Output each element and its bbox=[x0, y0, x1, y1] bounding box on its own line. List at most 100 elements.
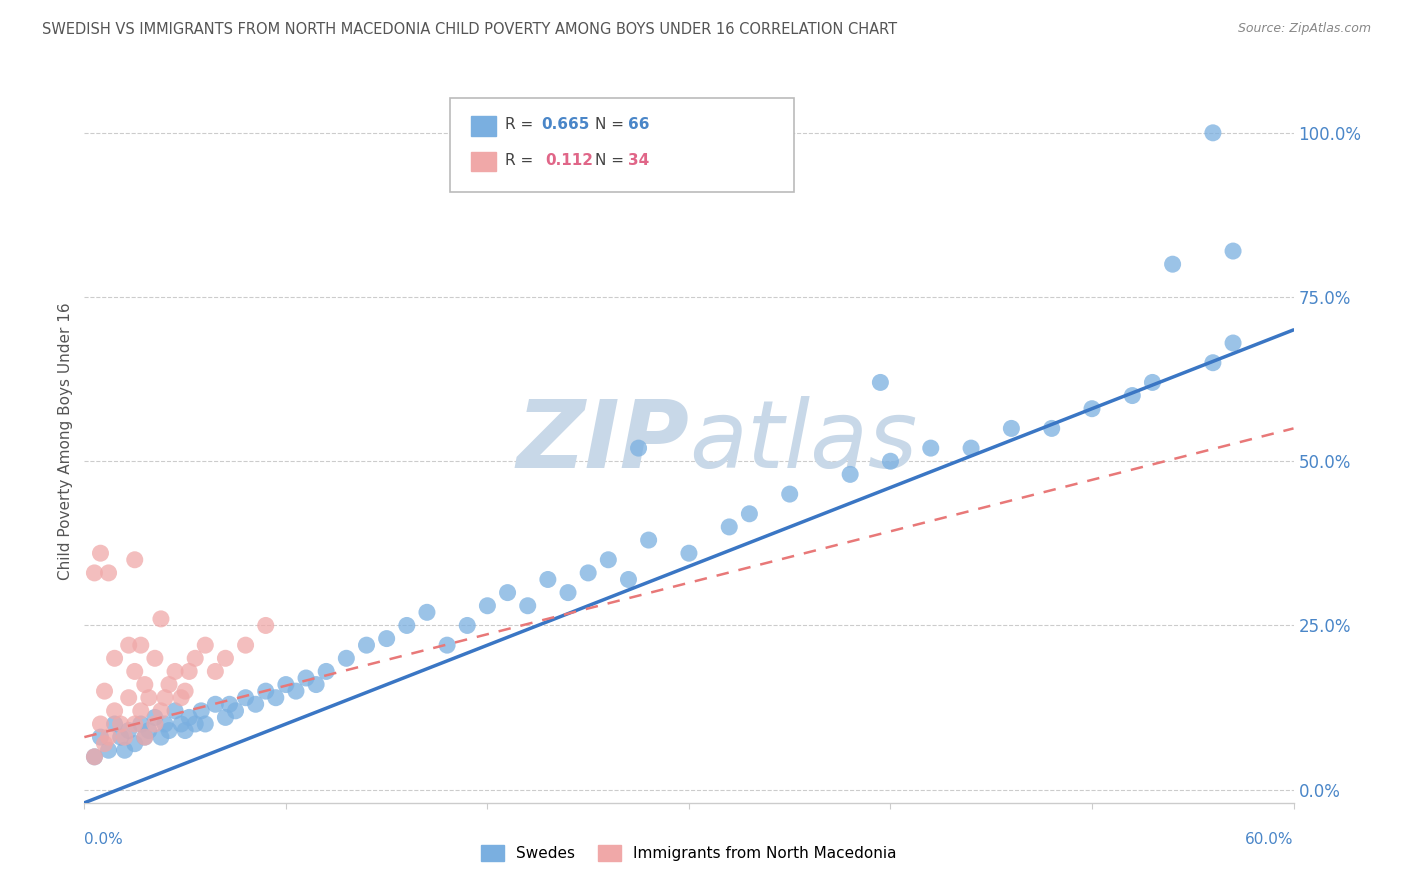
Swedes bbox=[114, 743, 136, 757]
Immigrants from North Macedonia bbox=[93, 684, 115, 698]
Swedes bbox=[264, 690, 287, 705]
Swedes bbox=[335, 651, 357, 665]
Immigrants from North Macedonia bbox=[214, 651, 236, 665]
Immigrants from North Macedonia bbox=[143, 651, 166, 665]
Swedes bbox=[1081, 401, 1104, 416]
Immigrants from North Macedonia bbox=[93, 737, 115, 751]
Immigrants from North Macedonia bbox=[83, 749, 105, 764]
Immigrants from North Macedonia bbox=[179, 665, 201, 679]
Immigrants from North Macedonia bbox=[124, 553, 146, 567]
Swedes bbox=[83, 749, 105, 764]
Text: Source: ZipAtlas.com: Source: ZipAtlas.com bbox=[1237, 22, 1371, 36]
Immigrants from North Macedonia bbox=[118, 690, 141, 705]
Immigrants from North Macedonia bbox=[114, 730, 136, 744]
Text: N =: N = bbox=[595, 118, 628, 132]
Swedes bbox=[110, 730, 132, 744]
Swedes bbox=[678, 546, 700, 560]
Swedes bbox=[416, 605, 439, 619]
Swedes bbox=[375, 632, 398, 646]
Swedes bbox=[138, 723, 160, 738]
Swedes bbox=[516, 599, 538, 613]
Swedes bbox=[184, 717, 207, 731]
Immigrants from North Macedonia bbox=[194, 638, 217, 652]
Swedes bbox=[738, 507, 761, 521]
Immigrants from North Macedonia bbox=[153, 690, 176, 705]
Immigrants from North Macedonia bbox=[110, 717, 132, 731]
Swedes bbox=[356, 638, 378, 652]
Immigrants from North Macedonia bbox=[165, 665, 187, 679]
Swedes bbox=[627, 441, 650, 455]
Immigrants from North Macedonia bbox=[89, 717, 111, 731]
Swedes bbox=[295, 671, 318, 685]
Immigrants from North Macedonia bbox=[149, 612, 172, 626]
Immigrants from North Macedonia bbox=[97, 730, 120, 744]
Text: atlas: atlas bbox=[689, 396, 917, 487]
Swedes bbox=[1121, 388, 1143, 402]
Swedes bbox=[179, 710, 201, 724]
Swedes bbox=[1142, 376, 1164, 390]
Swedes bbox=[477, 599, 499, 613]
Text: SWEDISH VS IMMIGRANTS FROM NORTH MACEDONIA CHILD POVERTY AMONG BOYS UNDER 16 COR: SWEDISH VS IMMIGRANTS FROM NORTH MACEDON… bbox=[42, 22, 897, 37]
Immigrants from North Macedonia bbox=[129, 704, 152, 718]
Swedes bbox=[1161, 257, 1184, 271]
Swedes bbox=[285, 684, 308, 698]
Immigrants from North Macedonia bbox=[97, 566, 120, 580]
Swedes bbox=[89, 730, 111, 744]
Swedes bbox=[1040, 421, 1063, 435]
Swedes bbox=[1202, 356, 1225, 370]
Swedes bbox=[274, 677, 297, 691]
Immigrants from North Macedonia bbox=[170, 690, 193, 705]
Swedes bbox=[436, 638, 458, 652]
Swedes bbox=[149, 730, 172, 744]
Swedes bbox=[537, 573, 560, 587]
Swedes bbox=[153, 717, 176, 731]
Immigrants from North Macedonia bbox=[134, 677, 156, 691]
Swedes bbox=[134, 730, 156, 744]
Immigrants from North Macedonia bbox=[174, 684, 197, 698]
Immigrants from North Macedonia bbox=[254, 618, 277, 632]
Immigrants from North Macedonia bbox=[83, 566, 105, 580]
Swedes bbox=[920, 441, 942, 455]
Text: ZIP: ZIP bbox=[516, 395, 689, 488]
Immigrants from North Macedonia bbox=[134, 730, 156, 744]
Immigrants from North Macedonia bbox=[143, 717, 166, 731]
Swedes bbox=[395, 618, 418, 632]
Swedes bbox=[879, 454, 901, 468]
Immigrants from North Macedonia bbox=[129, 638, 152, 652]
Swedes bbox=[194, 717, 217, 731]
Swedes bbox=[218, 698, 240, 712]
Swedes bbox=[1222, 336, 1244, 351]
Swedes bbox=[204, 698, 226, 712]
Swedes bbox=[124, 737, 146, 751]
Swedes bbox=[235, 690, 257, 705]
Immigrants from North Macedonia bbox=[124, 717, 146, 731]
Swedes bbox=[315, 665, 337, 679]
Text: 66: 66 bbox=[628, 118, 650, 132]
Text: 0.0%: 0.0% bbox=[84, 831, 124, 847]
Swedes bbox=[839, 467, 862, 482]
Swedes bbox=[637, 533, 659, 547]
Swedes bbox=[143, 710, 166, 724]
Swedes bbox=[225, 704, 247, 718]
Swedes bbox=[254, 684, 277, 698]
Swedes bbox=[129, 717, 152, 731]
Swedes bbox=[190, 704, 212, 718]
Immigrants from North Macedonia bbox=[157, 677, 180, 691]
Immigrants from North Macedonia bbox=[89, 546, 111, 560]
Swedes bbox=[456, 618, 478, 632]
Swedes bbox=[869, 376, 891, 390]
Text: 0.665: 0.665 bbox=[541, 118, 589, 132]
Text: 34: 34 bbox=[628, 153, 650, 168]
Text: 60.0%: 60.0% bbox=[1246, 831, 1294, 847]
Swedes bbox=[157, 723, 180, 738]
Swedes bbox=[576, 566, 599, 580]
Immigrants from North Macedonia bbox=[124, 665, 146, 679]
Immigrants from North Macedonia bbox=[104, 704, 127, 718]
Immigrants from North Macedonia bbox=[184, 651, 207, 665]
Swedes bbox=[557, 585, 579, 599]
Text: 0.112: 0.112 bbox=[546, 153, 593, 168]
Swedes bbox=[779, 487, 801, 501]
Swedes bbox=[960, 441, 983, 455]
Swedes bbox=[170, 717, 193, 731]
Y-axis label: Child Poverty Among Boys Under 16: Child Poverty Among Boys Under 16 bbox=[58, 302, 73, 581]
